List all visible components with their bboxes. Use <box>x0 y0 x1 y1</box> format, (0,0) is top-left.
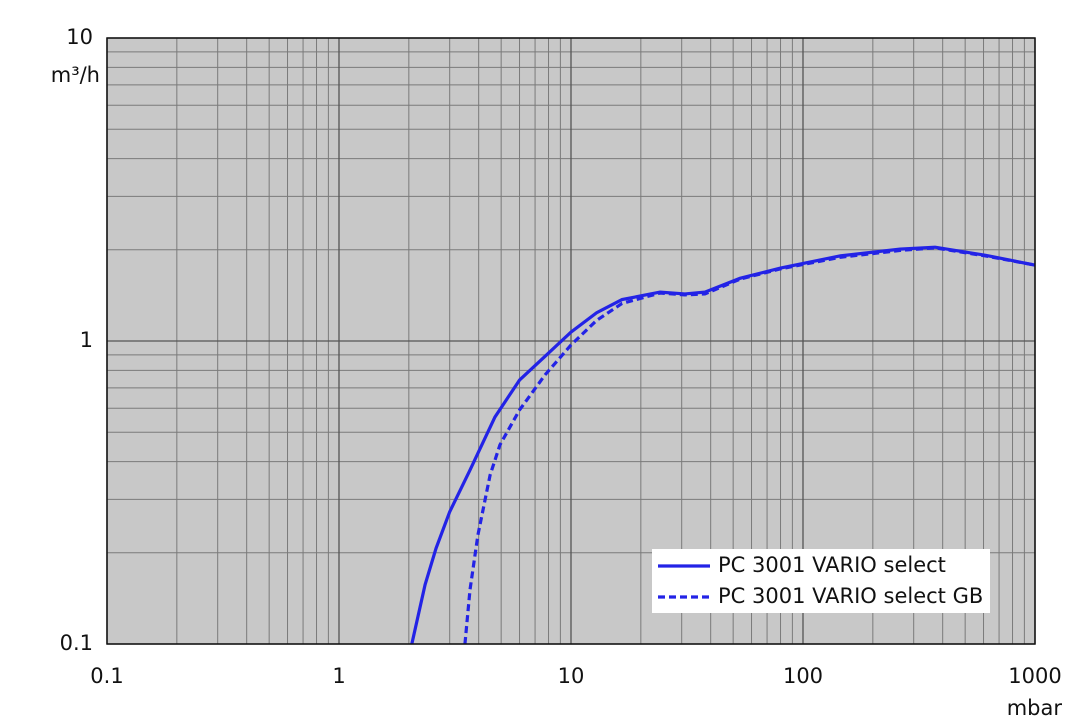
grid <box>106 37 1036 645</box>
series-line <box>463 246 1036 645</box>
x-axis-label: mbar <box>1007 696 1063 720</box>
x-tick-label: 100 <box>783 664 823 688</box>
y-tick-label: 0.1 <box>60 631 93 655</box>
x-tick-label: 0.1 <box>90 664 123 688</box>
legend-label: PC 3001 VARIO select GB <box>718 584 983 608</box>
y-axis-label: m³/h <box>51 63 100 87</box>
legend-box <box>652 549 990 613</box>
x-tick-label: 1 <box>332 664 345 688</box>
x-tick-label: 1000 <box>1008 664 1061 688</box>
y-tick-label: 1 <box>80 328 93 352</box>
legend-label: PC 3001 VARIO select <box>718 553 946 577</box>
series-line <box>410 245 1036 645</box>
series-lines <box>410 245 1036 645</box>
plot-border <box>106 37 1036 645</box>
y-tick-label: 10 <box>66 25 93 49</box>
x-tick-label: 10 <box>558 664 585 688</box>
legend: PC 3001 VARIO select PC 3001 VARIO select… <box>652 549 990 613</box>
